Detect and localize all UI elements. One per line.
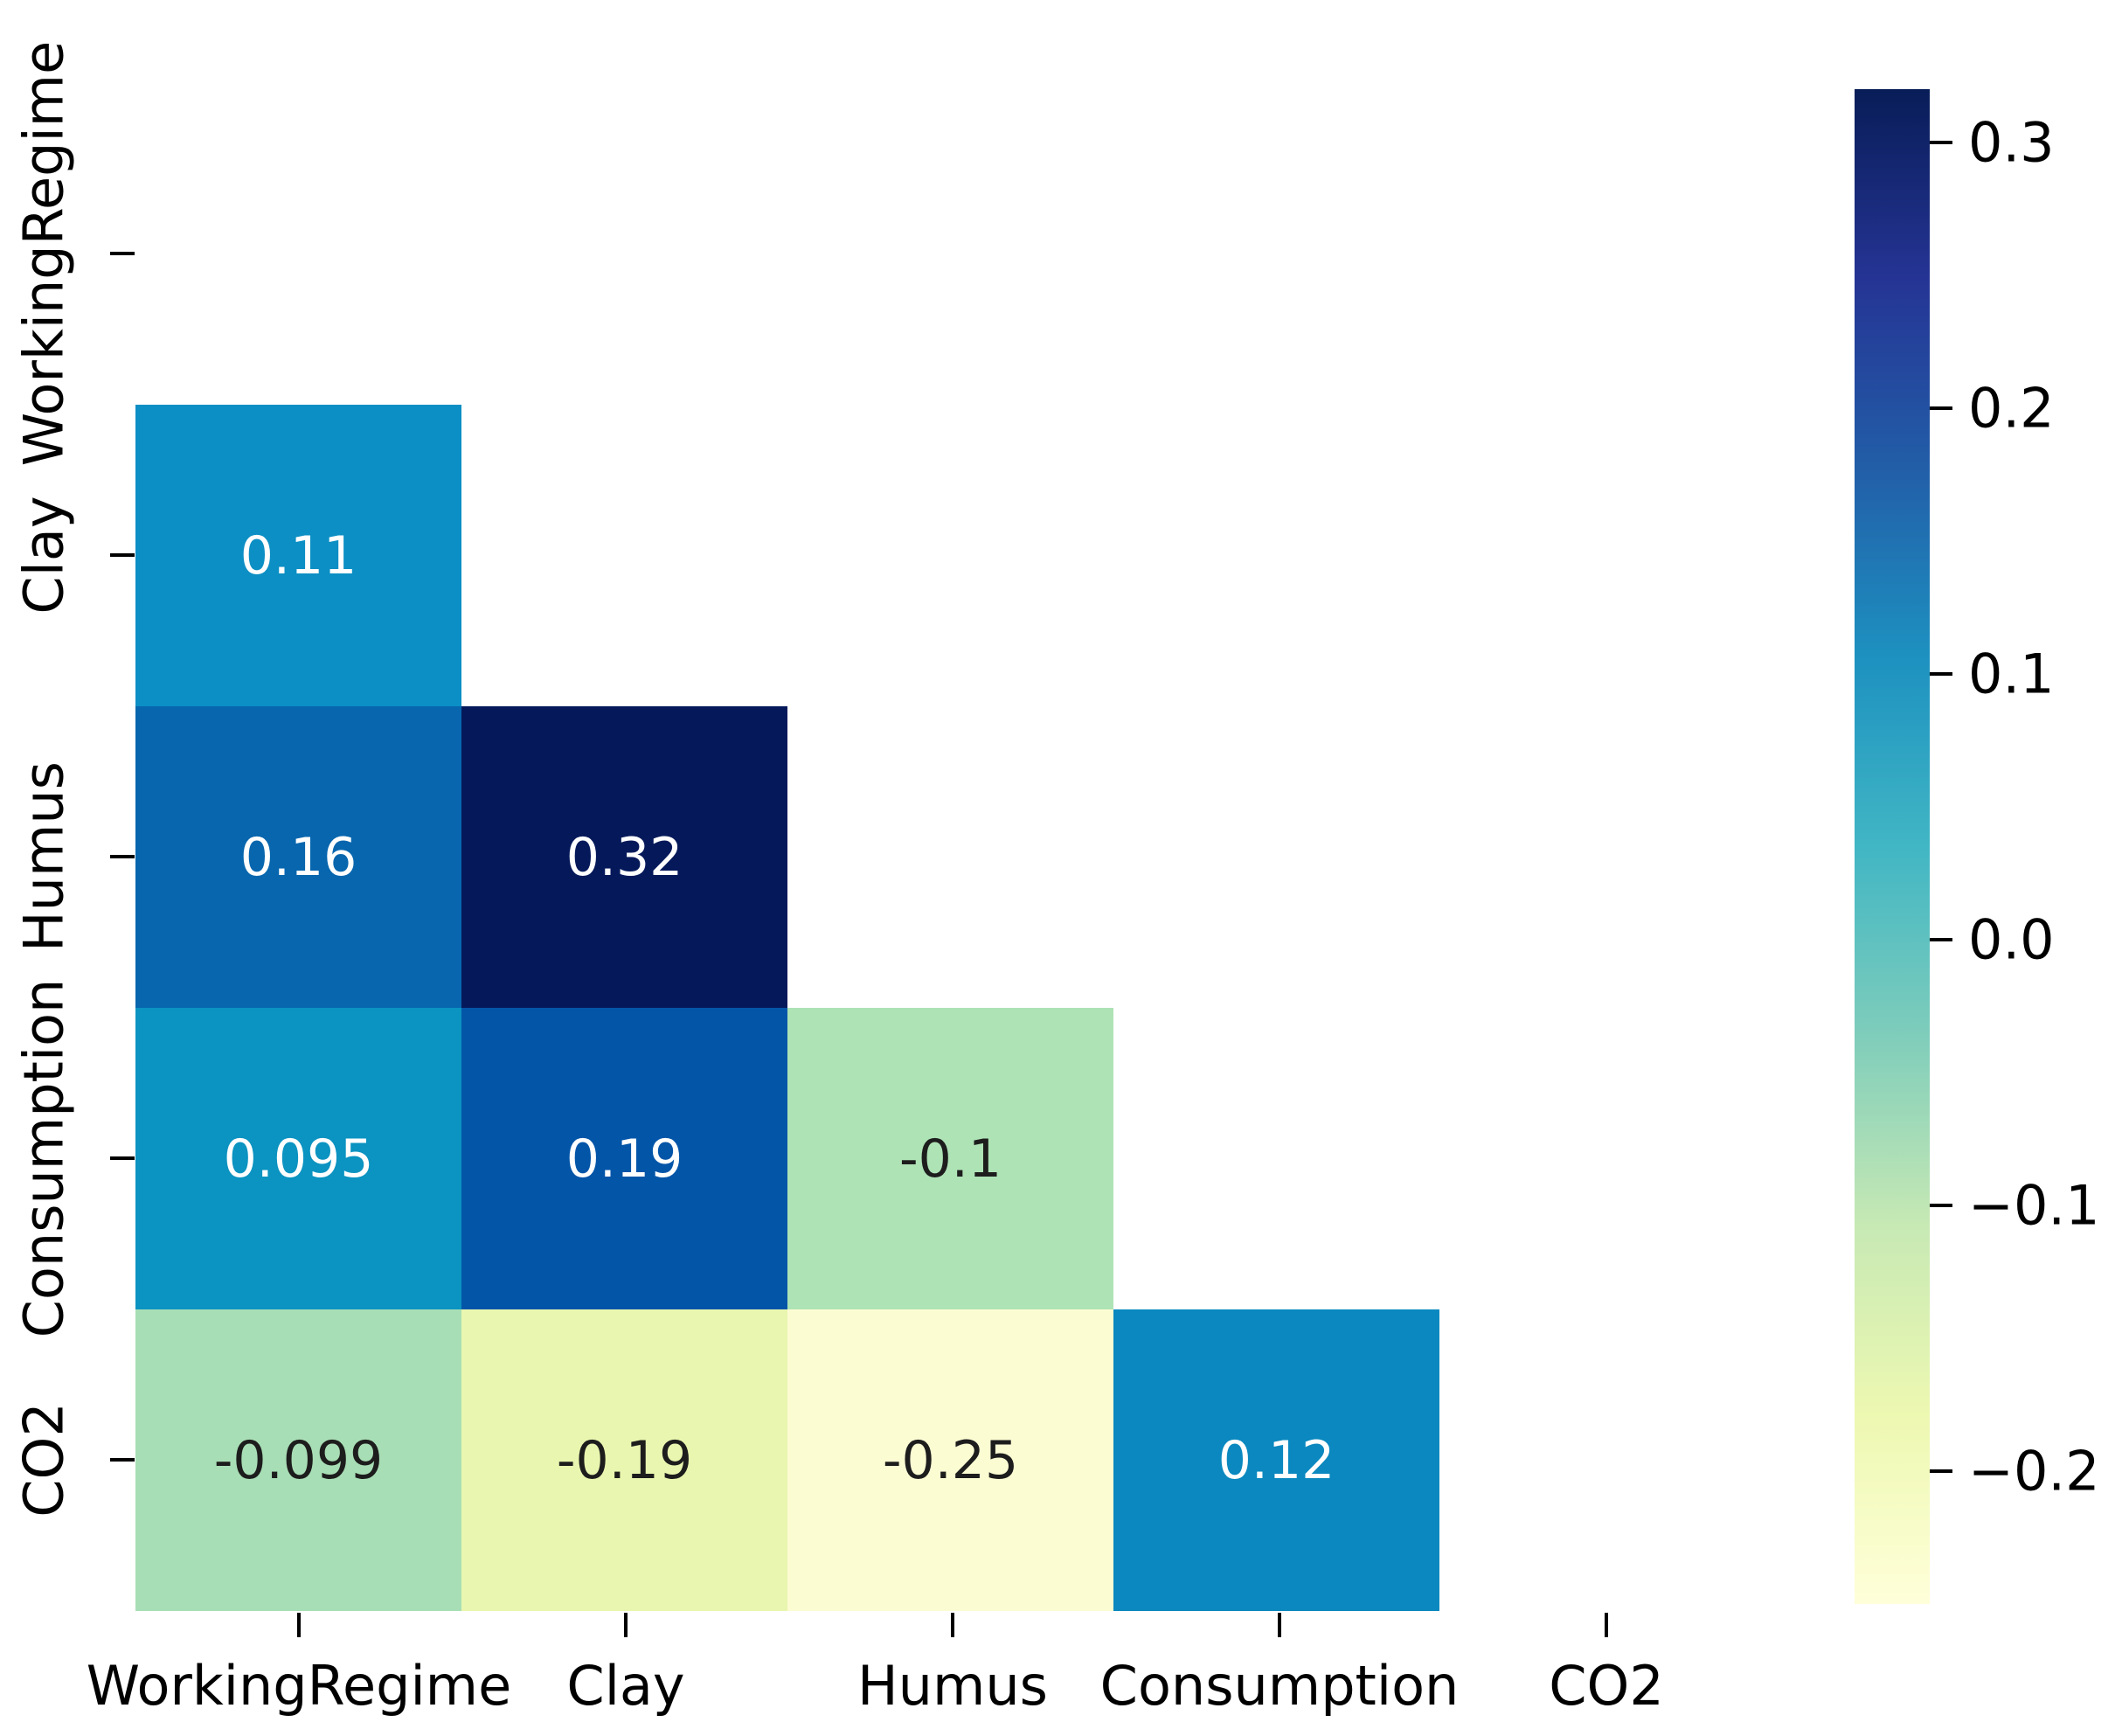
heatmap-plot-area: 0.11 0.16 0.32 0.095 0.19 -0.1 -0.099 -0… xyxy=(135,103,1765,1611)
heatmap-cell-consumption-workingregime: 0.095 xyxy=(135,1008,461,1309)
y-axis-label-consumption: Consumption xyxy=(11,978,76,1338)
y-axis-label-clay: Clay xyxy=(11,496,76,615)
x-axis-label-consumption: Consumption xyxy=(1099,1654,1460,1718)
colorbar-tick--0.1 xyxy=(1930,1204,1952,1207)
colorbar-tick-0.1 xyxy=(1930,672,1952,676)
cell-value: 0.11 xyxy=(239,524,357,587)
cell-value: -0.19 xyxy=(556,1429,693,1491)
colorbar-label--0.1: −0.1 xyxy=(1968,1173,2100,1238)
cell-value: 0.12 xyxy=(1217,1429,1335,1491)
y-tick-consumption xyxy=(110,1156,135,1160)
heatmap-cell-co2-humus: -0.25 xyxy=(787,1309,1113,1611)
colorbar-label-0.1: 0.1 xyxy=(1968,642,2055,706)
colorbar-tick-0.0 xyxy=(1930,938,1952,941)
cell-value: 0.32 xyxy=(565,826,683,888)
colorbar-label-0.0: 0.0 xyxy=(1968,907,2055,972)
colorbar-tick-0.2 xyxy=(1930,406,1952,410)
heatmap-cell-humus-workingregime: 0.16 xyxy=(135,706,461,1008)
cell-value: 0.16 xyxy=(239,826,357,888)
x-axis-label-clay: Clay xyxy=(566,1654,685,1718)
heatmap-cell-co2-workingregime: -0.099 xyxy=(135,1309,461,1611)
heatmap-cell-co2-clay: -0.19 xyxy=(461,1309,787,1611)
colorbar-label-0.3: 0.3 xyxy=(1968,110,2055,175)
y-tick-humus xyxy=(110,855,135,858)
x-axis-label-humus: Humus xyxy=(857,1654,1048,1718)
cell-value: -0.25 xyxy=(882,1429,1019,1491)
heatmap-cell-clay-workingregime: 0.11 xyxy=(135,405,461,706)
colorbar xyxy=(1855,89,1930,1604)
colorbar-label-0.2: 0.2 xyxy=(1968,376,2055,441)
colorbar-label--0.2: −0.2 xyxy=(1968,1439,2100,1503)
heatmap-cell-consumption-clay: 0.19 xyxy=(461,1008,787,1309)
heatmap-cell-consumption-humus: -0.1 xyxy=(787,1008,1113,1309)
colorbar-tick--0.2 xyxy=(1930,1469,1952,1473)
y-axis-label-workingregime: WorkingRegime xyxy=(11,40,76,467)
x-tick-humus xyxy=(951,1613,954,1637)
cell-value: -0.099 xyxy=(213,1429,384,1491)
x-tick-co2 xyxy=(1605,1613,1608,1637)
x-tick-consumption xyxy=(1278,1613,1281,1637)
y-tick-workingregime xyxy=(110,252,135,255)
cell-value: 0.095 xyxy=(223,1128,374,1190)
x-tick-clay xyxy=(624,1613,628,1637)
x-tick-workingregime xyxy=(297,1613,301,1637)
y-axis-label-co2: CO2 xyxy=(11,1402,76,1517)
heatmap-cell-co2-consumption: 0.12 xyxy=(1113,1309,1439,1611)
x-axis-label-workingregime: WorkingRegime xyxy=(86,1654,512,1718)
y-tick-clay xyxy=(110,553,135,557)
y-axis-label-humus: Humus xyxy=(11,761,76,952)
colorbar-tick-0.3 xyxy=(1930,141,1952,144)
heatmap-cell-humus-clay: 0.32 xyxy=(461,706,787,1008)
y-tick-co2 xyxy=(110,1458,135,1462)
cell-value: -0.1 xyxy=(898,1128,1002,1190)
cell-value: 0.19 xyxy=(565,1128,683,1190)
x-axis-label-co2: CO2 xyxy=(1549,1654,1664,1718)
